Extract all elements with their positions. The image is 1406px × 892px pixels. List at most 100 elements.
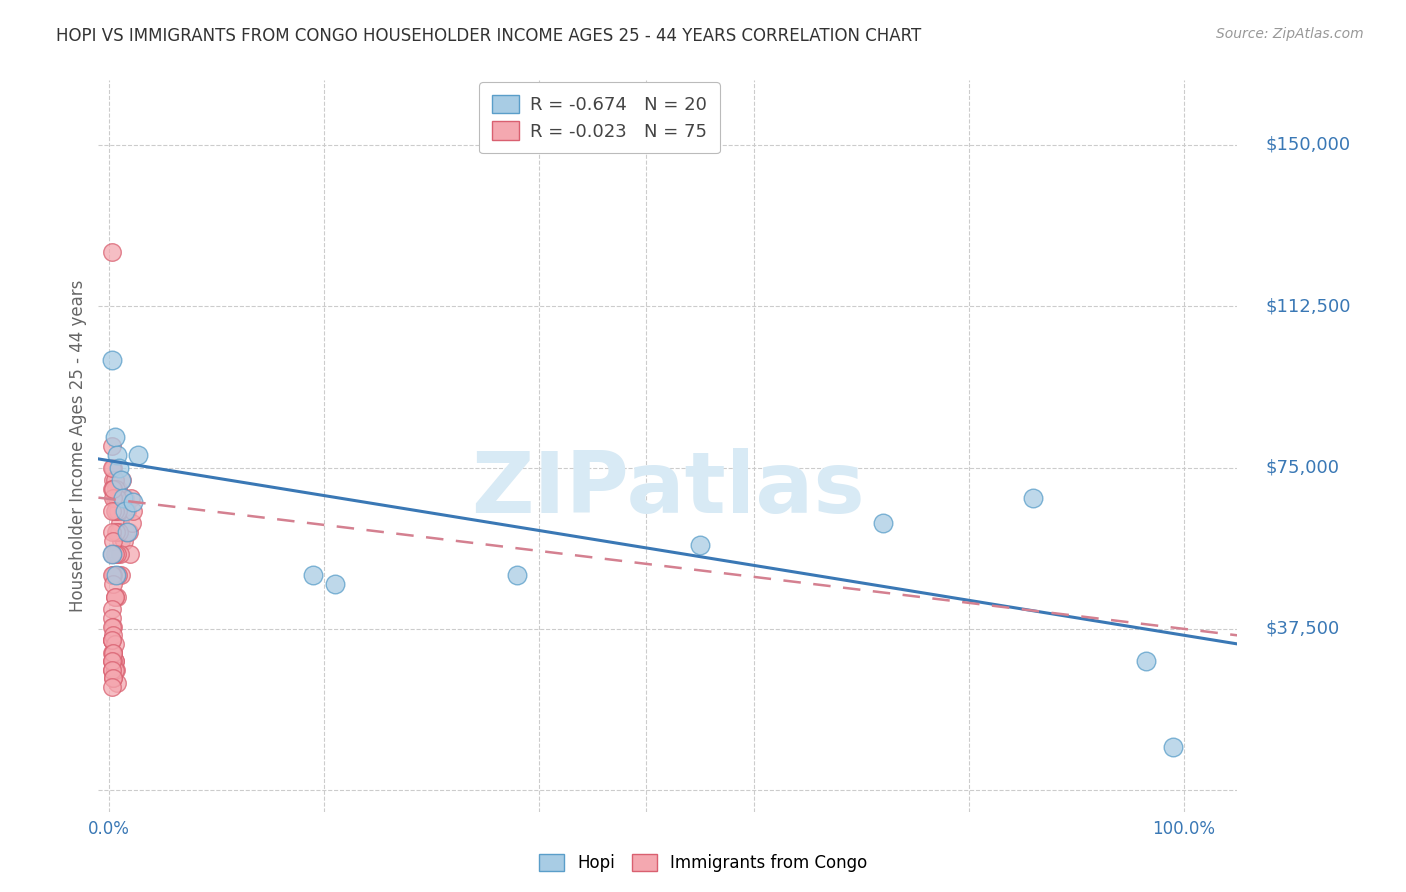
Point (1022, 491, 1045, 505)
Point (104, 503, 127, 517)
Point (101, 663, 124, 677)
Text: HOPI VS IMMIGRANTS FROM CONGO HOUSEHOLDER INCOME AGES 25 - 44 YEARS CORRELATION : HOPI VS IMMIGRANTS FROM CONGO HOUSEHOLDE… (56, 27, 921, 45)
Point (101, 353, 124, 368)
Point (872, 516, 894, 531)
Point (101, 547, 124, 561)
Point (121, 503, 143, 517)
Point (101, 654, 124, 668)
Legend: R = -0.674   N = 20, R = -0.023   N = 75: R = -0.674 N = 20, R = -0.023 N = 75 (479, 82, 720, 153)
Point (110, 568, 132, 582)
Point (302, 568, 325, 582)
Point (105, 491, 128, 505)
Point (103, 590, 125, 604)
Point (103, 533, 125, 548)
Point (117, 524, 139, 539)
Point (105, 448, 128, 462)
Point (104, 568, 127, 582)
Point (107, 503, 129, 517)
Point (101, 439, 124, 453)
Text: $75,000: $75,000 (1265, 458, 1340, 476)
Point (105, 590, 128, 604)
Point (117, 524, 139, 539)
Point (108, 547, 131, 561)
Point (112, 533, 135, 548)
Point (103, 474, 125, 488)
Point (103, 590, 125, 604)
Point (104, 568, 127, 582)
Point (101, 460, 124, 475)
Point (108, 491, 131, 505)
Point (117, 503, 139, 517)
Point (101, 620, 124, 634)
Point (115, 524, 138, 539)
Point (101, 632, 124, 647)
Point (101, 632, 124, 647)
Point (110, 474, 132, 488)
Point (103, 474, 125, 488)
Point (103, 654, 125, 668)
Point (103, 460, 125, 475)
Point (101, 654, 124, 668)
Point (1135, 654, 1157, 668)
Point (107, 568, 129, 582)
Point (101, 663, 124, 677)
Point (101, 611, 124, 625)
Point (103, 547, 125, 561)
Point (103, 482, 125, 496)
Point (101, 680, 124, 694)
Point (127, 448, 149, 462)
Point (101, 482, 124, 496)
Point (103, 663, 125, 677)
Point (103, 491, 125, 505)
Point (108, 516, 131, 531)
Legend: Hopi, Immigrants from Congo: Hopi, Immigrants from Congo (531, 847, 875, 879)
Point (118, 547, 141, 561)
Y-axis label: Householder Income Ages 25 - 44 years: Householder Income Ages 25 - 44 years (69, 280, 87, 612)
Point (107, 482, 129, 496)
Point (105, 524, 128, 539)
Point (101, 602, 124, 616)
Point (104, 663, 127, 677)
Point (105, 547, 128, 561)
Point (103, 503, 125, 517)
Text: $112,500: $112,500 (1265, 297, 1351, 315)
Point (103, 637, 125, 651)
Point (105, 675, 128, 690)
Point (1161, 740, 1184, 755)
Point (103, 576, 125, 591)
Point (103, 628, 125, 642)
Point (103, 654, 125, 668)
Point (104, 482, 127, 496)
Text: $150,000: $150,000 (1265, 136, 1351, 153)
Point (114, 491, 136, 505)
Point (103, 620, 125, 634)
Point (101, 632, 124, 647)
Point (506, 568, 529, 582)
Point (121, 495, 143, 509)
Text: ZIPatlas: ZIPatlas (471, 449, 865, 532)
Point (108, 524, 131, 539)
Point (103, 646, 125, 660)
Text: $37,500: $37,500 (1265, 620, 1340, 638)
Point (103, 654, 125, 668)
Point (689, 538, 711, 552)
Point (103, 568, 125, 582)
Point (112, 491, 135, 505)
Point (103, 671, 125, 685)
Point (120, 491, 142, 505)
Point (121, 516, 143, 531)
Point (103, 646, 125, 660)
Point (101, 568, 124, 582)
Point (110, 533, 132, 548)
Point (101, 646, 124, 660)
Point (101, 524, 124, 539)
Point (111, 474, 134, 488)
Point (101, 245, 124, 260)
Point (323, 576, 346, 591)
Point (108, 460, 131, 475)
Point (104, 524, 127, 539)
Point (103, 491, 125, 505)
Point (103, 646, 125, 660)
Point (112, 503, 135, 517)
Point (103, 671, 125, 685)
